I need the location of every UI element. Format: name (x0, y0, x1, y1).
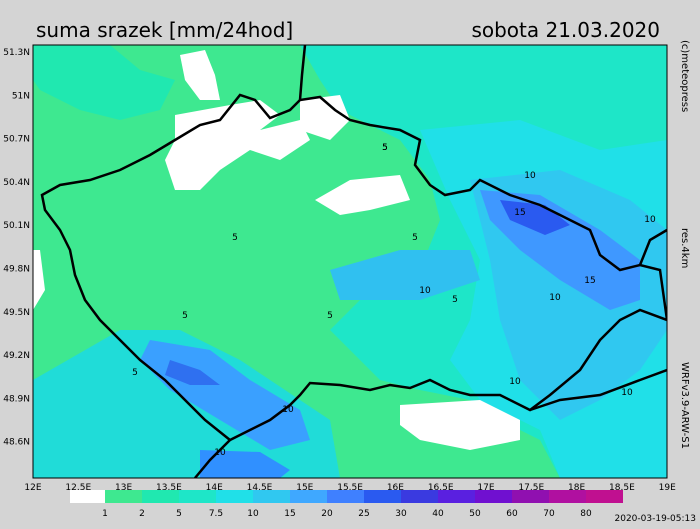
precip-area (500, 200, 570, 235)
copyright: (c)meteopress (679, 40, 690, 112)
contour-label: 15 (514, 208, 525, 218)
colorbar-box (401, 490, 438, 503)
colorbar-box (70, 490, 105, 503)
no-precip-area (33, 250, 45, 310)
colorbar-label: 80 (580, 509, 592, 519)
colorbar-label: 1 (102, 509, 108, 519)
colorbar-label: 50 (469, 509, 481, 519)
no-precip-area (165, 100, 310, 190)
contour-label: 10 (549, 293, 561, 303)
lon-label: 18E (568, 483, 585, 493)
lat-label: 50.7N (3, 135, 30, 145)
lon-label: 13.5E (156, 483, 182, 493)
lon-label: 15E (296, 483, 313, 493)
colorbar-label: 70 (543, 509, 555, 519)
contour-label: 15 (584, 276, 595, 286)
no-precip-area (180, 50, 220, 100)
map (32, 44, 668, 479)
model: WRFv3.9-ARW-S1 (679, 362, 690, 449)
timestamp: 2020-03-19-05:13 (615, 514, 697, 524)
lon-label: 15.5E (337, 483, 363, 493)
colorbar-label: 10 (247, 509, 259, 519)
contour-label: 5 (327, 311, 333, 321)
colorbar-label: 25 (358, 509, 369, 519)
lon-label: 14E (206, 483, 223, 493)
colorbar-box (179, 490, 216, 503)
lat-label: 49.5N (3, 308, 30, 318)
contour-label: 5 (382, 143, 388, 153)
lat-label: 48.6N (3, 438, 30, 448)
lat-label: 49.2N (3, 351, 30, 361)
lon-label: 16E (387, 483, 404, 493)
contour-label: 5 (382, 143, 388, 153)
lon-label: 19E (659, 483, 676, 493)
colorbar-label: 2 (139, 509, 145, 519)
contour-label: 5 (412, 233, 418, 243)
contour-label: 10 (621, 388, 633, 398)
colorbar-label: 60 (506, 509, 518, 519)
colorbar-box (105, 490, 142, 503)
title: suma srazek [mm/24hod] (36, 18, 293, 42)
no-precip-area (400, 400, 520, 450)
colorbar-box (586, 490, 623, 503)
colorbar-box (549, 490, 586, 503)
colorbar-box (142, 490, 179, 503)
lon-label: 16.5E (428, 483, 454, 493)
colorbar-box (475, 490, 512, 503)
colorbar-label: 5 (176, 509, 182, 519)
lat-label: 50.1N (3, 221, 30, 231)
colorbar: 1 2 5 7.5 10 15 20 25 30 40 50 60 70 80 (70, 490, 623, 519)
colorbar-box (216, 490, 253, 503)
colorbar-box (253, 490, 290, 503)
contour-label: 10 (524, 171, 536, 181)
colorbar-box (290, 490, 327, 503)
contour-label: 5 (232, 233, 238, 243)
lon-label: 12E (24, 483, 41, 493)
colorbar-label: 20 (321, 509, 333, 519)
no-precip-area (300, 95, 350, 140)
colorbar-label: 30 (395, 509, 407, 519)
contour-label: 5 (132, 368, 138, 378)
colorbar-box (364, 490, 401, 503)
lon-label: 14.5E (247, 483, 273, 493)
contour-label: 5 (182, 311, 188, 321)
map-frame (32, 44, 668, 479)
colorbar-label: 40 (432, 509, 444, 519)
lat-label: 48.9N (3, 394, 30, 404)
precip-area (33, 45, 175, 120)
lon-label: 17E (477, 483, 494, 493)
contour-label: 5 (452, 295, 458, 305)
colorbar-box (438, 490, 475, 503)
colorbar-label: 7.5 (209, 509, 223, 519)
date: sobota 21.03.2020 (471, 18, 660, 42)
country-border (298, 45, 307, 101)
contour-label: 10 (644, 215, 656, 225)
contour-label: 10 (214, 448, 226, 458)
no-precip-area (315, 175, 410, 215)
resolution: res.4km (679, 228, 690, 268)
lon-label: 18.5E (609, 483, 635, 493)
lon-label: 12.5E (65, 483, 91, 493)
lon-label: 13E (115, 483, 132, 493)
lat-label: 51N (12, 91, 30, 101)
country-border (40, 93, 667, 442)
contour-label: 10 (419, 286, 431, 296)
country-border (194, 439, 231, 478)
lon-label: 17.5E (518, 483, 544, 493)
colorbar-box (327, 490, 364, 503)
precip-area (200, 450, 290, 478)
colorbar-box (512, 490, 549, 503)
lat-label: 51.3N (3, 48, 30, 58)
country-border (529, 368, 667, 412)
country-border (638, 228, 667, 266)
contour-label: 10 (282, 405, 294, 415)
contour-label: 10 (509, 377, 521, 387)
precip-area (330, 250, 480, 300)
lat-label: 49.8N (3, 265, 30, 275)
colorbar-label: 15 (284, 509, 295, 519)
precip-area (165, 360, 220, 385)
lat-label: 50.4N (3, 178, 30, 188)
